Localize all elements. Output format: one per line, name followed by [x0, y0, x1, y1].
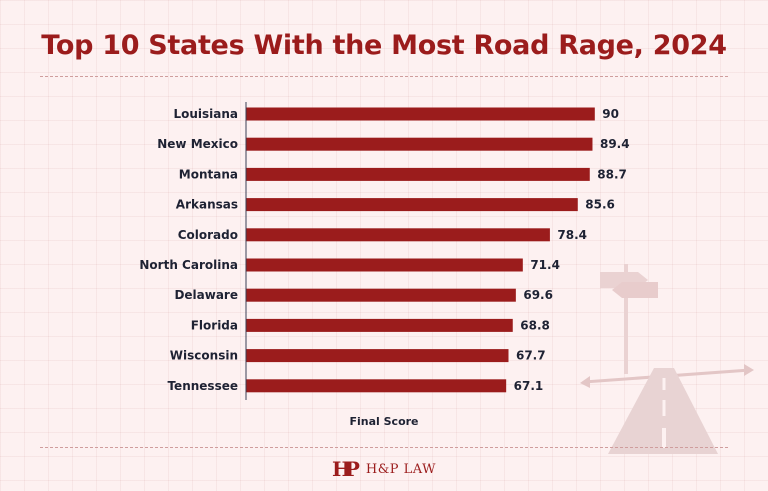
- value-label: 67.1: [514, 379, 544, 393]
- category-label: New Mexico: [157, 137, 238, 151]
- value-label: 69.6: [523, 288, 553, 302]
- category-label: Montana: [179, 167, 238, 181]
- category-label: North Carolina: [139, 258, 238, 272]
- road-signpost-icon: [580, 264, 754, 454]
- value-label: 89.4: [600, 137, 630, 151]
- value-label: 78.4: [557, 228, 587, 242]
- category-label: Tennessee: [167, 379, 238, 393]
- bar: [246, 258, 523, 272]
- bar: [246, 107, 595, 121]
- category-label: Arkansas: [176, 198, 238, 212]
- category-label: Colorado: [178, 228, 238, 242]
- bar: [246, 167, 590, 181]
- value-label: 90: [602, 107, 619, 121]
- value-label: 85.6: [585, 198, 615, 212]
- category-label: Wisconsin: [170, 349, 238, 363]
- title-divider: [40, 76, 728, 77]
- value-label: 71.4: [530, 258, 560, 272]
- x-axis-label: Final Score: [349, 415, 418, 428]
- chart-title: Top 10 States With the Most Road Rage, 2…: [41, 30, 727, 61]
- value-label: 88.7: [597, 167, 627, 181]
- value-label: 68.8: [520, 318, 550, 332]
- category-label: Delaware: [174, 288, 238, 302]
- category-label: Louisiana: [173, 107, 238, 121]
- brand-logo: HP H&P LAW: [0, 457, 768, 481]
- bar: [246, 288, 516, 302]
- bar: [246, 198, 578, 212]
- footer-divider: [40, 447, 728, 448]
- category-label: Florida: [191, 318, 238, 332]
- value-label: 67.7: [516, 349, 546, 363]
- bars-layer: Louisiana 90 New Mexico 89.4 Montana 88.7 Arka…: [139, 102, 630, 428]
- brand-name: H&P LAW: [365, 461, 437, 477]
- bar: [246, 379, 507, 393]
- logo-mark: HP: [331, 457, 360, 481]
- bar: [246, 228, 550, 242]
- bar: [246, 137, 593, 151]
- bar: [246, 318, 513, 332]
- bar: [246, 349, 509, 363]
